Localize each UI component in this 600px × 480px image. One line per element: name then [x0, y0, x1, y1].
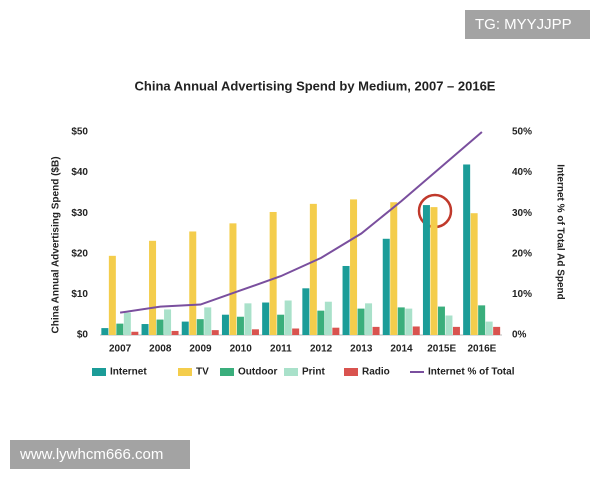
bar — [470, 213, 478, 335]
bar — [284, 300, 292, 335]
legend-swatch — [344, 368, 358, 376]
bar — [365, 303, 373, 335]
bottom-label: www.lywhcm666.com — [10, 440, 190, 469]
legend-label: Radio — [362, 367, 390, 378]
bar — [342, 265, 350, 335]
bar — [141, 324, 149, 335]
bar — [405, 308, 413, 335]
bar — [397, 307, 405, 335]
legend-swatch — [92, 368, 106, 376]
legend-label: Internet % of Total — [428, 367, 515, 378]
bar — [463, 164, 471, 335]
bar — [229, 223, 237, 335]
legend-label: TV — [196, 367, 209, 378]
bar — [251, 329, 259, 335]
bar — [189, 231, 197, 335]
y-tick-label: $40 — [71, 167, 88, 178]
bar — [302, 288, 310, 335]
bar — [357, 308, 365, 335]
bar — [171, 330, 179, 335]
bar — [181, 321, 189, 335]
bar — [485, 321, 493, 335]
x-tick-label: 2016E — [467, 344, 496, 355]
x-tick-label: 2007 — [109, 344, 132, 355]
bar — [372, 326, 380, 335]
bar — [123, 312, 131, 335]
x-tick-label: 2012 — [310, 344, 333, 355]
bar — [262, 302, 270, 335]
bar — [350, 199, 358, 335]
legend-label: Outdoor — [238, 367, 278, 378]
bar — [478, 305, 486, 335]
x-tick-label: 2014 — [390, 344, 413, 355]
bar — [437, 306, 445, 335]
y2-tick-label: 0% — [512, 330, 527, 341]
y-tick-label: $50 — [71, 127, 88, 138]
bar — [221, 314, 229, 335]
y2-tick-label: 20% — [512, 248, 532, 259]
x-tick-label: 2013 — [350, 344, 373, 355]
y2-axis-title: Internet % of Total Ad Spend — [554, 164, 565, 300]
y-tick-label: $30 — [71, 208, 88, 219]
bar — [204, 307, 212, 335]
bar — [196, 319, 204, 335]
bar — [493, 326, 501, 335]
top-label: TG: MYYJJPP — [465, 10, 590, 39]
bar — [269, 211, 277, 335]
bar — [309, 203, 317, 335]
legend-swatch — [284, 368, 298, 376]
bar — [390, 202, 398, 335]
bar — [101, 328, 109, 335]
bar — [430, 207, 438, 335]
legend-swatch — [220, 368, 234, 376]
legend-label: Internet — [110, 367, 147, 378]
bar — [277, 314, 285, 335]
bar — [412, 326, 420, 335]
x-tick-label: 2009 — [189, 344, 212, 355]
bar — [211, 330, 219, 335]
y2-tick-label: 40% — [512, 167, 532, 178]
bar — [445, 315, 453, 335]
y2-tick-label: 30% — [512, 208, 532, 219]
bar — [332, 327, 340, 335]
bar — [149, 240, 157, 335]
x-tick-label: 2011 — [270, 344, 292, 355]
y-tick-label: $10 — [71, 289, 88, 300]
chart-title: China Annual Advertising Spend by Medium… — [135, 78, 496, 93]
bar — [236, 316, 244, 335]
y2-tick-label: 50% — [512, 127, 532, 138]
x-tick-label: 2015E — [427, 344, 456, 355]
legend-label: Print — [302, 367, 325, 378]
bar — [324, 301, 332, 335]
y-tick-label: $20 — [71, 248, 88, 259]
bar — [244, 303, 252, 335]
legend-swatch — [178, 368, 192, 376]
bar — [452, 326, 460, 335]
y-axis-title: China Annual Advertising Spend ($B) — [51, 156, 62, 333]
bar — [131, 331, 139, 335]
x-tick-label: 2010 — [230, 344, 253, 355]
bar — [108, 255, 116, 335]
bar — [292, 328, 300, 335]
bar — [382, 238, 390, 335]
bar — [317, 310, 325, 335]
y2-tick-label: 10% — [512, 289, 532, 300]
bar — [164, 309, 172, 335]
x-tick-label: 2008 — [149, 344, 172, 355]
bar — [116, 323, 124, 335]
y-tick-label: $0 — [77, 330, 89, 341]
line — [119, 131, 483, 314]
bar — [422, 205, 430, 335]
bar — [156, 319, 164, 335]
